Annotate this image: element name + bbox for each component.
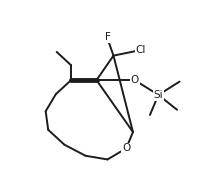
Text: F: F (105, 32, 110, 42)
Text: O: O (131, 75, 139, 85)
Text: Cl: Cl (135, 45, 146, 55)
Text: O: O (122, 143, 130, 153)
Text: Si: Si (154, 90, 163, 100)
